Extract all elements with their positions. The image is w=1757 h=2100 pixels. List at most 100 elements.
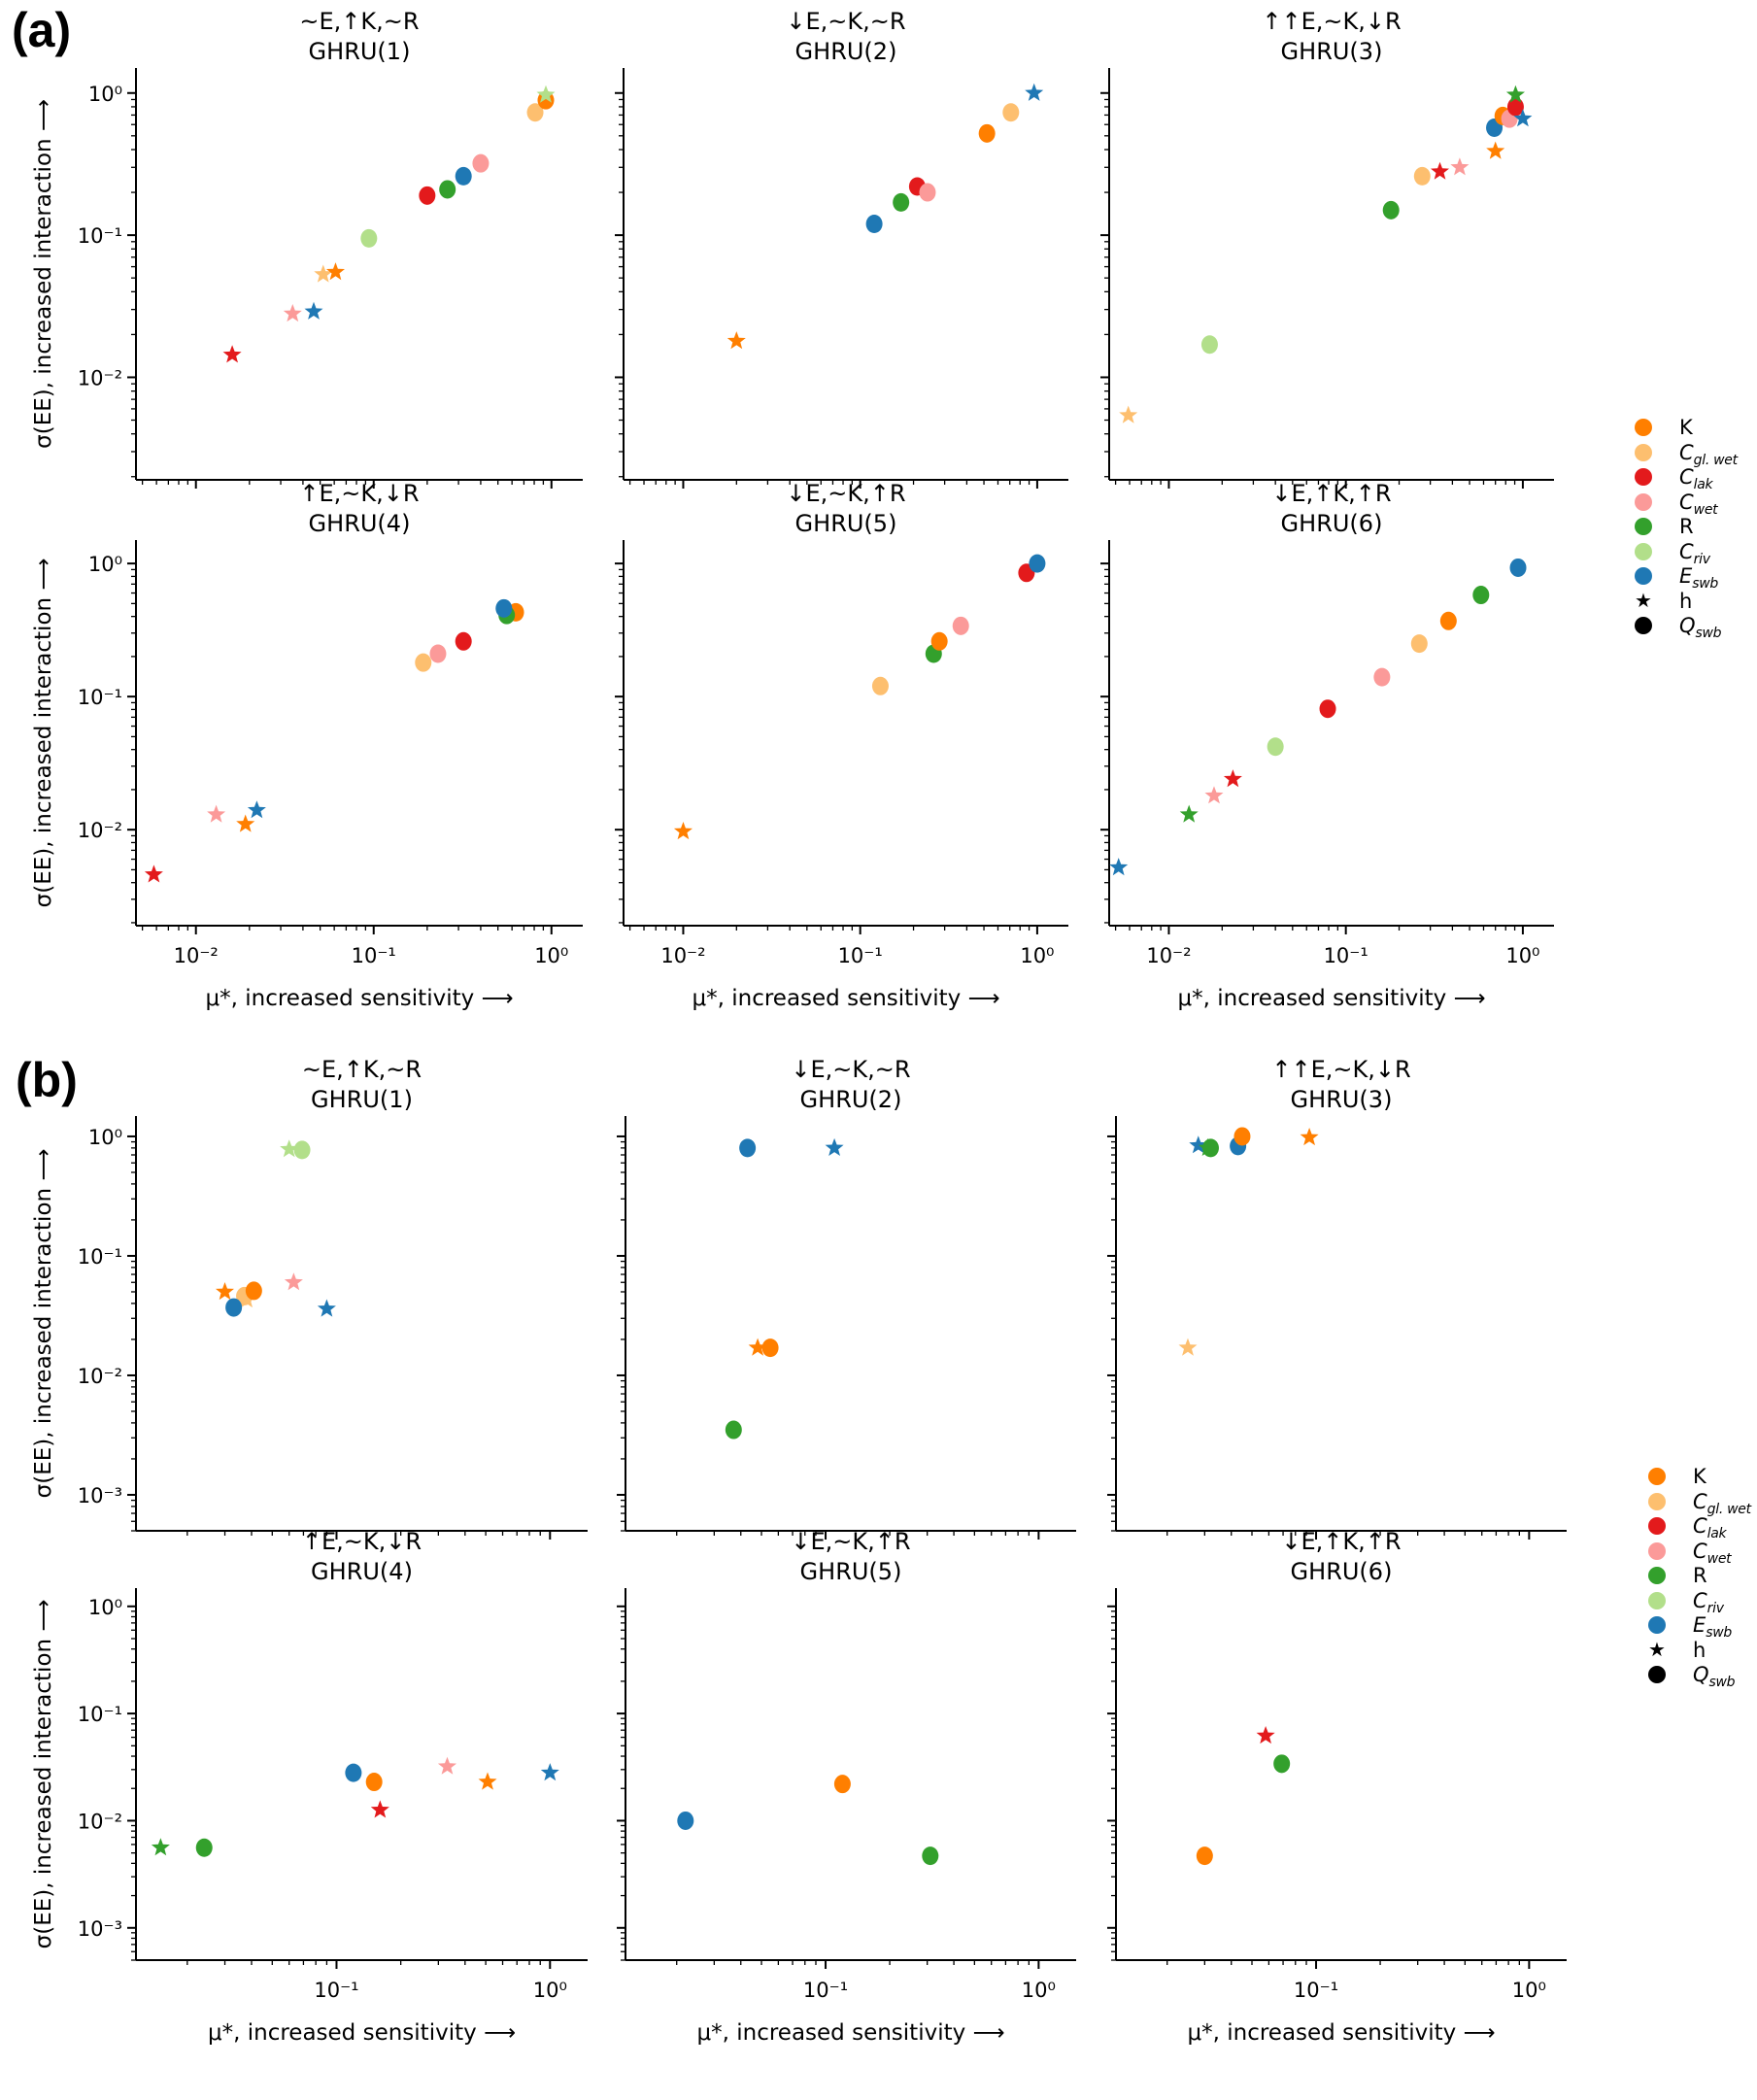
point-circle-Eswb — [1029, 554, 1046, 573]
point-circle-Criv — [293, 1140, 311, 1160]
x-tick-label: 10⁻² — [660, 944, 705, 967]
x-tick-label: 10⁻² — [1146, 944, 1191, 967]
point-circle-Cwet — [429, 644, 447, 663]
y-tick-label: 10⁻² — [78, 819, 122, 842]
x-ticks — [1166, 1960, 1531, 1969]
x-tick-label: 10⁰ — [1512, 1979, 1546, 2002]
x-axis-label: μ*, increased sensitivity ⟶ — [692, 986, 999, 1011]
point-circle-R — [195, 1838, 213, 1857]
point-circle-K — [365, 1773, 383, 1792]
subplot-subtitle: GHRU(4) — [309, 510, 411, 537]
x-tick-label: 10⁰ — [1505, 944, 1539, 967]
subplot-title: ↓E,~K,↑R — [786, 480, 905, 507]
subplot-6: ↓E,↑K,↑R GHRU(6) 10⁻¹ 10⁰ μ*, increased sens… — [1107, 1528, 1567, 2046]
point-star-Eswb — [317, 1299, 336, 1317]
legend-label: Eswb — [1693, 1613, 1733, 1641]
subplot-title: ↑↑E,~K,↓R — [1271, 1056, 1410, 1083]
subplot-2: ↓E,~K,~R GHRU(2) — [615, 8, 1068, 489]
point-circle-R — [893, 192, 910, 212]
y-ticks — [615, 91, 624, 478]
point-circle-Criv — [1267, 737, 1284, 757]
x-ticks — [186, 1960, 552, 1969]
legend-label: Cgl. wet — [1693, 1489, 1751, 1517]
point-circle-Clak — [1506, 97, 1524, 117]
point-star-K — [1486, 141, 1505, 159]
x-axis-label: μ*, increased sensitivity ⟶ — [696, 2020, 1004, 2046]
point-star-Cglwet — [1119, 405, 1138, 423]
data-points — [1178, 1127, 1319, 1356]
subplot-2: ↓E,~K,~R GHRU(2) — [617, 1056, 1076, 1540]
legend-label: R — [1693, 1564, 1707, 1587]
panel-label-b: (b) — [16, 1053, 78, 1107]
point-circle-Cwet — [919, 183, 936, 202]
point-circle-K — [1439, 611, 1457, 630]
point-star-Cwet — [284, 1272, 303, 1291]
point-star-Eswb — [304, 301, 323, 320]
x-ticks — [628, 926, 1038, 934]
subplot-1: ~E,↑K,~R GHRU(1) 10⁻² 10⁻¹ 10⁰ σ(EE), increas… — [31, 8, 583, 489]
point-star-K — [478, 1772, 497, 1790]
y-tick-label: 10⁻³ — [78, 1484, 122, 1507]
y-ticks — [1100, 562, 1109, 924]
point-circle-Eswb — [865, 215, 883, 234]
x-axis-label: μ*, increased sensitivity ⟶ — [205, 986, 513, 1011]
circle-marker-icon — [1648, 1492, 1666, 1510]
point-circle-K — [833, 1775, 851, 1794]
point-star-Clak — [1256, 1726, 1275, 1744]
y-ticks — [127, 1135, 136, 1532]
x-tick-label: 10⁻¹ — [314, 1979, 358, 2002]
circle-marker-icon — [1648, 1541, 1666, 1560]
subplot-subtitle: GHRU(4) — [311, 1558, 413, 1585]
data-points — [1119, 85, 1533, 423]
circle-marker-icon — [1648, 1616, 1666, 1634]
x-axis-label: μ*, increased sensitivity ⟶ — [208, 2020, 516, 2046]
point-circle-K — [761, 1338, 779, 1358]
circle-marker-icon — [1635, 492, 1652, 511]
y-ticks — [617, 1135, 625, 1532]
legend-label: K — [1693, 1465, 1706, 1488]
circle-marker-icon — [1648, 1567, 1666, 1584]
panel-label-a: (a) — [12, 3, 72, 57]
circle-marker-icon — [1635, 419, 1652, 436]
point-circle-K — [930, 631, 948, 651]
point-circle-Cglwet — [1413, 166, 1431, 186]
point-circle-R — [1201, 1138, 1219, 1158]
data-points — [1109, 558, 1527, 876]
subplot-title: ↓E,↑K,↑R — [1271, 480, 1391, 507]
point-circle-Eswb — [495, 598, 513, 618]
x-ticks — [1114, 926, 1524, 934]
point-star-Criv — [536, 85, 556, 103]
y-ticks — [1100, 91, 1109, 478]
point-circle-Eswb — [455, 166, 472, 186]
subplot-subtitle: GHRU(6) — [1291, 1558, 1393, 1585]
data-points — [673, 554, 1046, 840]
point-star-K — [236, 814, 255, 832]
legend-label: Clak — [1679, 465, 1713, 492]
point-circle-Criv — [1200, 335, 1218, 355]
legend-label: Eswb — [1679, 564, 1719, 592]
subplot-6: ↓E,↑K,↑R GHRU(6) 10⁻² 10⁻¹ 10⁰ μ*, increased … — [1100, 480, 1554, 1011]
point-star-Cwet — [283, 304, 302, 322]
subplot-4: ↑E,~K,↓R GHRU(4) 10⁻³ 10⁻² 10⁻¹ 10⁰ σ(EE), inc… — [31, 1528, 588, 2046]
point-circle-Eswb — [677, 1811, 694, 1830]
x-ticks — [628, 480, 1038, 489]
y-ticks — [617, 1605, 625, 1961]
subplot-title: ↓E,~K,↑R — [791, 1528, 910, 1555]
point-star-Cwet — [1204, 786, 1224, 804]
x-axis-label: μ*, increased sensitivity ⟶ — [1187, 2020, 1495, 2046]
subplot-3: ↑↑E,~K,↓R GHRU(3) — [1107, 1056, 1567, 1540]
legend-label: Cwet — [1679, 490, 1718, 518]
point-star-Eswb — [1513, 109, 1533, 127]
data-points — [726, 83, 1044, 350]
y-tick-label: 10⁻² — [78, 366, 122, 390]
legend-label: h — [1693, 1638, 1706, 1662]
point-star-Eswb — [1189, 1135, 1208, 1154]
x-ticks — [676, 1531, 1040, 1540]
subplot-1: ~E,↑K,~R GHRU(1) 10⁻³ 10⁻² 10⁻¹ 10⁰ σ(EE), inc… — [31, 1056, 588, 1540]
circle-marker-icon — [1635, 468, 1652, 486]
chart-block-b: ~E,↑K,~R GHRU(1) 10⁻³ 10⁻² 10⁻¹ 10⁰ σ(EE), inc… — [31, 1056, 1567, 2046]
star-marker-icon: ★ — [1635, 588, 1652, 612]
point-circle-R — [1382, 200, 1400, 220]
circle-marker-icon — [1635, 518, 1652, 535]
subplot-subtitle: GHRU(3) — [1281, 38, 1383, 65]
